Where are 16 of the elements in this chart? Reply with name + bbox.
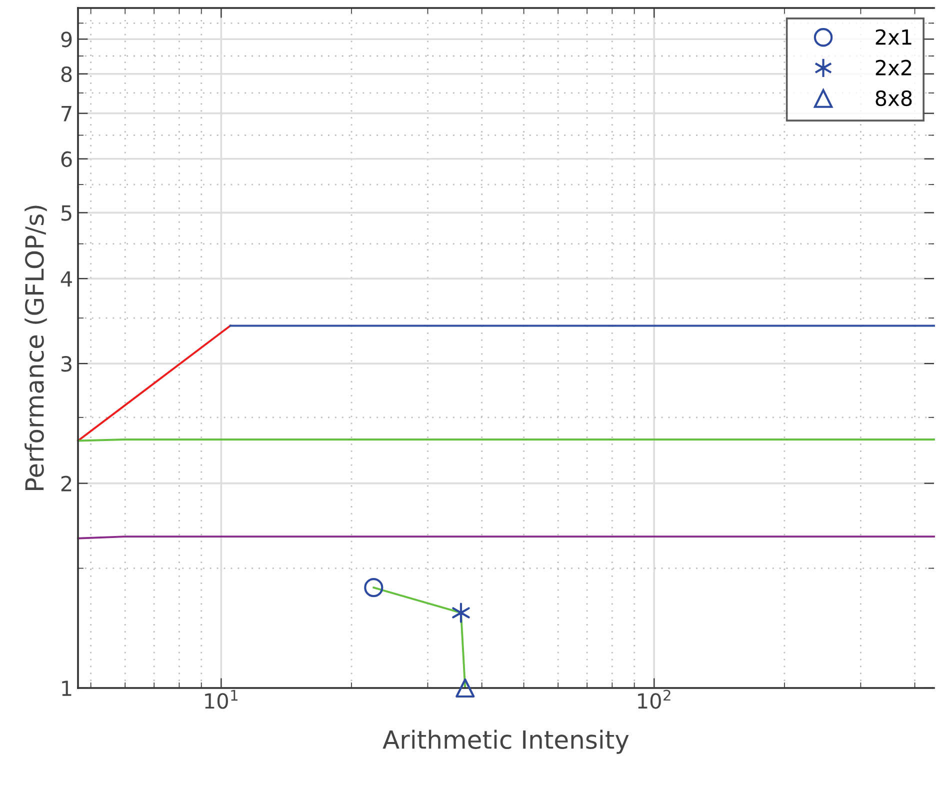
x-tick-label: 10$^{1}$ bbox=[205, 690, 238, 709]
y-tick-label: 4 bbox=[60, 271, 72, 287]
legend-label: 2x2 bbox=[876, 60, 912, 76]
y-tick-label: 5 bbox=[61, 205, 72, 221]
y-axis-title: Performance (GFLOP/s) bbox=[24, 206, 47, 490]
x-tick-label: 10$^{2}$ bbox=[638, 690, 670, 709]
legend-label: 8x8 bbox=[876, 90, 912, 106]
y-tick-label: 9 bbox=[61, 32, 72, 48]
y-tick-label: 6 bbox=[61, 151, 72, 168]
y-tick-label: 2 bbox=[61, 476, 72, 492]
y-tick-label: 3 bbox=[61, 356, 72, 372]
legend-label: 2x1 bbox=[876, 29, 912, 45]
y-tick-label: 1 bbox=[62, 680, 72, 696]
y-tick-label: 8 bbox=[61, 66, 72, 82]
y-tick-label: 7 bbox=[62, 106, 72, 122]
x-axis-title: Arithmetic Intensity bbox=[382, 730, 629, 754]
